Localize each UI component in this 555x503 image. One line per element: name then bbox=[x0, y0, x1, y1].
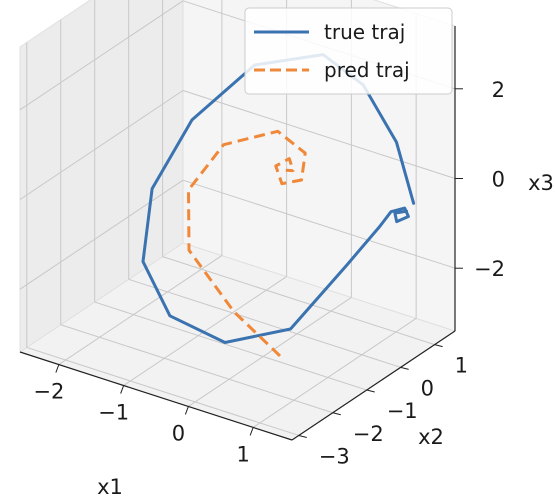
x-tick-label: 0 bbox=[172, 421, 185, 445]
grid-line-x-floor bbox=[188, 297, 352, 407]
z-tick-label: −2 bbox=[474, 257, 505, 281]
tick-labels: −2−101 −3−2−101−202 bbox=[33, 78, 505, 469]
grid-line-z-wall bbox=[19, 0, 184, 111]
y-tick-mark bbox=[298, 434, 307, 438]
x-tick-label: −2 bbox=[33, 380, 64, 404]
x-axis-label: x1 bbox=[97, 475, 123, 499]
grid-line-y-floor bbox=[162, 256, 435, 346]
grid-line-z-wall bbox=[19, 90, 184, 200]
z-tick-label: 2 bbox=[492, 78, 505, 102]
x-tick-mark bbox=[55, 364, 60, 373]
legend-box bbox=[244, 7, 453, 95]
y-axis-line bbox=[291, 330, 456, 441]
grid-line-x-floor bbox=[123, 276, 287, 386]
legend-label-true-traj: true traj bbox=[324, 20, 405, 44]
y-tick-mark bbox=[366, 389, 375, 393]
grid-line-y-floor bbox=[94, 301, 367, 391]
grid-line-z-back bbox=[182, 179, 456, 269]
series-line-pred-traj bbox=[187, 129, 307, 357]
grid-line-y-floor bbox=[128, 278, 401, 368]
legend-label-pred-traj: pred traj bbox=[324, 58, 410, 82]
z-tick-label: 0 bbox=[492, 168, 505, 192]
grid-line-y-floor bbox=[60, 324, 333, 414]
y-tick-label: −2 bbox=[353, 422, 384, 446]
grid-line-z-back bbox=[182, 90, 456, 179]
x-tick-label: −1 bbox=[98, 401, 129, 425]
grid-line-y-floor bbox=[26, 346, 299, 436]
y-tick-label: −3 bbox=[319, 444, 350, 468]
legend: true traj pred traj bbox=[244, 7, 453, 95]
y-tick-label: 1 bbox=[455, 354, 468, 378]
y-tick-mark bbox=[434, 344, 443, 348]
y-tick-label: 0 bbox=[421, 376, 434, 400]
grid-line-x-floor bbox=[58, 255, 223, 365]
x-tick-mark bbox=[120, 385, 125, 394]
z-axis-label: x3 bbox=[528, 171, 554, 195]
x-tick-mark bbox=[249, 427, 254, 436]
x-axis-line bbox=[19, 351, 293, 441]
grid-line-x-floor bbox=[252, 318, 417, 428]
y-tick-mark bbox=[332, 412, 341, 416]
x-tick-label: 1 bbox=[236, 442, 249, 466]
y-axis-label: x2 bbox=[418, 425, 444, 449]
grid-line-z-wall bbox=[19, 179, 184, 290]
y-tick-label: −1 bbox=[387, 399, 418, 423]
y-tick-mark bbox=[400, 366, 409, 370]
x-tick-mark bbox=[184, 406, 189, 415]
